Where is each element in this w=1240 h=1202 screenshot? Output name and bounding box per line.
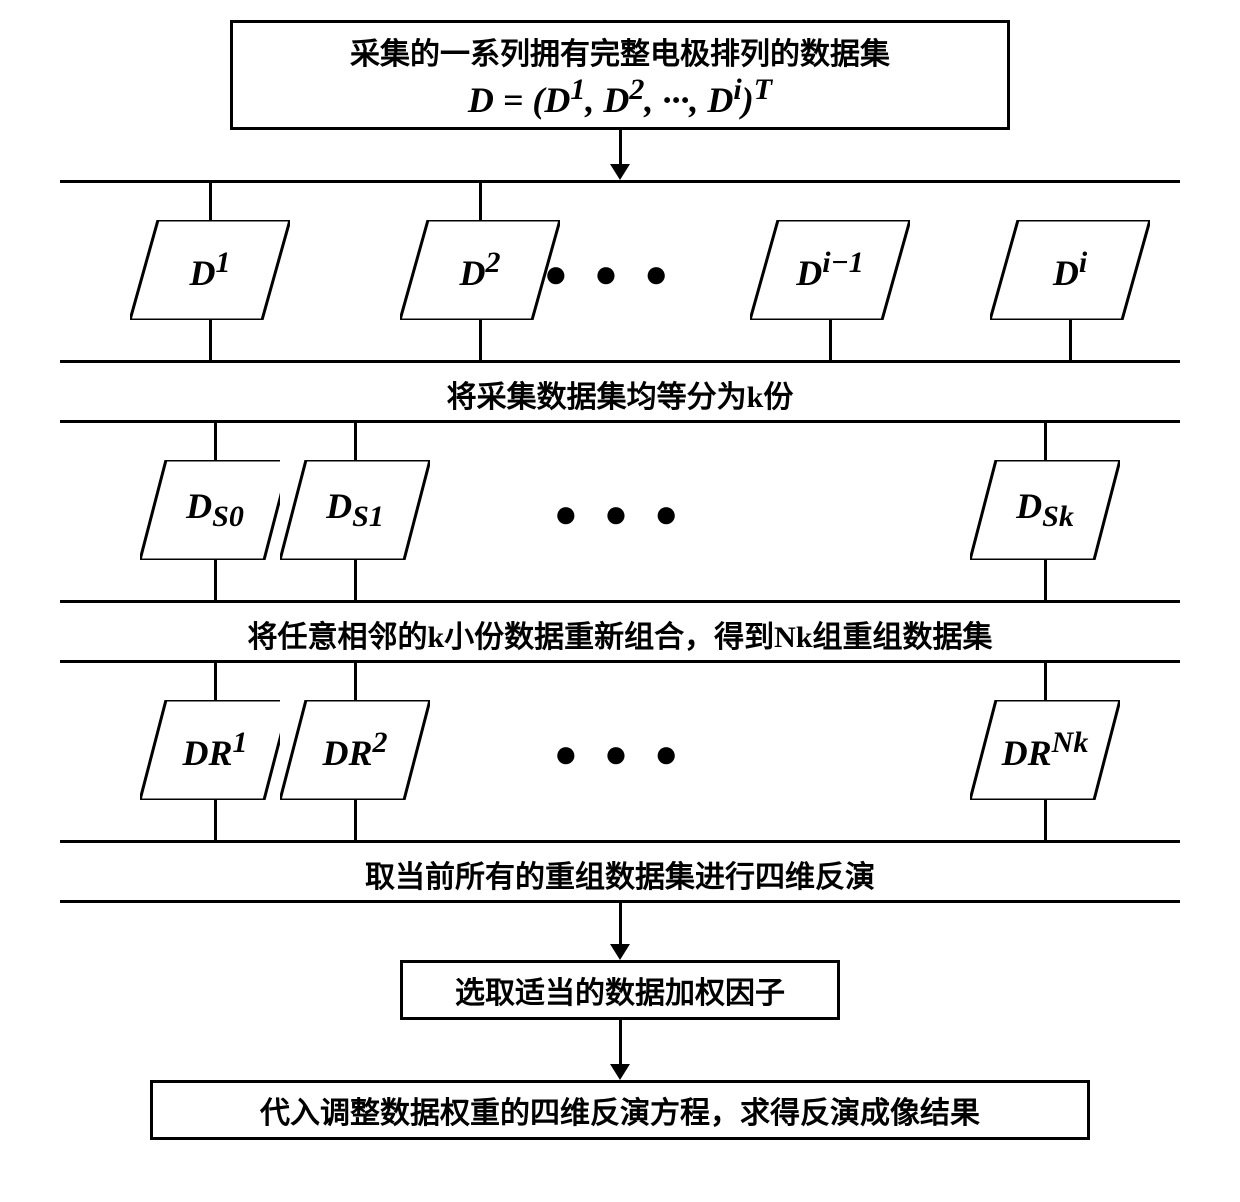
step3-text: 将任意相邻的k小份数据重新组合，得到Nk组重组数据集 [20, 612, 1220, 656]
section3-conn-bot-1 [354, 800, 357, 840]
arrow-1-head [610, 164, 630, 180]
section1-para-3: Di [990, 220, 1150, 320]
section1-conn-bot-3 [1069, 320, 1072, 360]
section3-conn-top-2 [1044, 663, 1047, 700]
step2-text: 将采集数据集均等分为k份 [20, 372, 1220, 416]
section3-dots: ● ● ● [554, 730, 686, 777]
section3-conn-top-0 [214, 663, 217, 700]
box5-text: 选取适当的数据加权因子 [455, 968, 785, 1012]
section2-para-1: DS1 [280, 460, 430, 560]
section2-top-line [60, 420, 1180, 423]
section2-conn-bot-1 [354, 560, 357, 600]
section1-top-line [60, 180, 1180, 183]
section3-top-line [60, 660, 1180, 663]
section2-bottom-line [60, 600, 1180, 603]
section3-para-0: DR1 [140, 700, 290, 800]
section1-para-1: D2 [400, 220, 560, 320]
section1-para-0: D1 [130, 220, 290, 320]
section1-para-2: Di−1 [750, 220, 910, 320]
arrow-2-head [610, 944, 630, 960]
section3-conn-top-1 [354, 663, 357, 700]
section2-dots: ● ● ● [554, 490, 686, 537]
section3-bottom-line [60, 840, 1180, 843]
section2-para-2: DSk [970, 460, 1120, 560]
section2-conn-top-1 [354, 423, 357, 460]
top-box-line1: 采集的一系列拥有完整电极排列的数据集 [350, 29, 890, 73]
box6-text: 代入调整数据权重的四维反演方程，求得反演成像结果 [260, 1088, 980, 1132]
section3-conn-bot-0 [214, 800, 217, 840]
box-5: 选取适当的数据加权因子 [400, 960, 840, 1020]
section3-para-1: DR2 [280, 700, 430, 800]
section1-conn-top-1 [479, 183, 482, 220]
section3-para-2: DRNk [970, 700, 1120, 800]
flowchart-canvas: 采集的一系列拥有完整电极排列的数据集 D = (D1, D2, ···, Di)… [20, 20, 1220, 1182]
section1-conn-bot-2 [829, 320, 832, 360]
section2-conn-bot-2 [1044, 560, 1047, 600]
section1-bottom-line [60, 360, 1180, 363]
top-box: 采集的一系列拥有完整电极排列的数据集 D = (D1, D2, ···, Di)… [230, 20, 1010, 130]
section2-conn-top-2 [1044, 423, 1047, 460]
section1-dots: ● ● ● [544, 250, 676, 297]
section2-conn-top-0 [214, 423, 217, 460]
section1-conn-top-0 [209, 183, 212, 220]
section3-conn-bot-2 [1044, 800, 1047, 840]
section1-conn-bot-1 [479, 320, 482, 360]
top-box-formula: D = (D1, D2, ···, Di)T [468, 73, 772, 121]
box-6: 代入调整数据权重的四维反演方程，求得反演成像结果 [150, 1080, 1090, 1140]
arrow-3-head [610, 1064, 630, 1080]
step4-text: 取当前所有的重组数据集进行四维反演 [20, 852, 1220, 896]
section2-para-0: DS0 [140, 460, 290, 560]
section2-conn-bot-0 [214, 560, 217, 600]
section1-conn-bot-0 [209, 320, 212, 360]
